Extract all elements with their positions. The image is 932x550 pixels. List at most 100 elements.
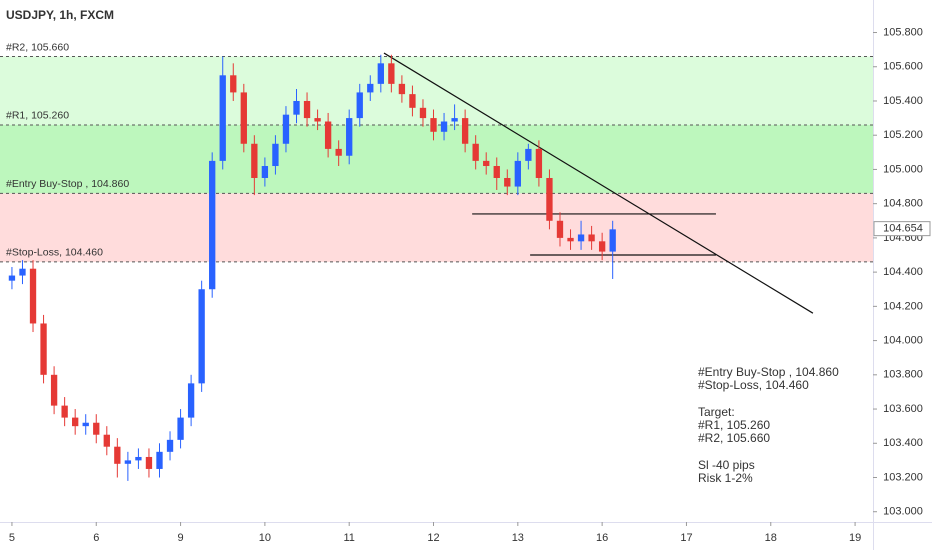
- candle-body: [388, 63, 395, 84]
- candle-body: [535, 148, 543, 178]
- candle-body: [82, 422, 89, 427]
- candle-body: [61, 405, 68, 418]
- candle-body: [577, 234, 585, 242]
- candle-body: [50, 374, 58, 406]
- x-tick-label: 11: [343, 532, 354, 544]
- candle-body: [240, 92, 247, 144]
- candle-body: [145, 456, 153, 469]
- x-tick-label: 9: [178, 532, 184, 544]
- candle-body: [40, 323, 47, 375]
- candle-body: [261, 166, 269, 178]
- candle-body: [282, 114, 290, 144]
- y-tick-label: 103.400: [883, 437, 923, 449]
- candle-body: [19, 268, 26, 276]
- price-zone: [0, 124, 873, 194]
- x-tick-label: 18: [765, 532, 777, 544]
- candle-body: [546, 177, 553, 221]
- candle-body: [72, 417, 79, 427]
- candle-body: [93, 422, 100, 435]
- candle-body: [314, 118, 321, 122]
- note-text: #Stop-Loss, 104.460: [698, 378, 809, 392]
- candle-body: [556, 220, 564, 238]
- candle-body: [377, 63, 384, 84]
- candle-body: [504, 177, 511, 187]
- note-text: #R1, 105.260: [698, 418, 770, 432]
- candle-body: [588, 234, 595, 242]
- candle-body: [598, 241, 606, 252]
- level-label: #R1, 105.260: [6, 110, 69, 122]
- candle-body: [103, 434, 110, 447]
- candle-body: [367, 83, 374, 93]
- candle-body: [514, 160, 521, 187]
- level-label: #Stop-Loss, 104.460: [6, 247, 103, 259]
- note-text: Target:: [698, 405, 735, 419]
- candle-body: [525, 148, 532, 161]
- candle-body: [472, 143, 479, 161]
- candle-body: [430, 118, 437, 132]
- note-text: #R2, 105.660: [698, 431, 770, 445]
- candle-body: [166, 439, 174, 452]
- candle-body: [293, 100, 300, 115]
- candle-body: [335, 148, 342, 156]
- candle-body: [272, 143, 279, 167]
- x-tick-label: 10: [259, 532, 271, 544]
- last-price-label: 104.654: [883, 223, 923, 235]
- y-tick-label: 103.000: [883, 506, 923, 518]
- y-tick-label: 105.400: [883, 95, 923, 107]
- note-text: #Entry Buy-Stop , 104.860: [698, 365, 839, 379]
- candle-body: [209, 160, 216, 290]
- candle-body: [8, 275, 16, 281]
- level-label: #Entry Buy-Stop , 104.860: [6, 178, 129, 190]
- y-tick-label: 105.800: [883, 26, 923, 38]
- candle-body: [356, 92, 363, 119]
- y-tick-label: 104.000: [883, 334, 923, 346]
- candle-body: [398, 83, 406, 95]
- x-tick-label: 5: [9, 532, 15, 544]
- candle-body: [198, 289, 205, 384]
- candle-body: [346, 118, 353, 156]
- y-tick-label: 103.600: [883, 403, 923, 415]
- x-tick-label: 19: [849, 532, 861, 544]
- x-tick-label: 13: [512, 532, 524, 544]
- y-tick-label: 103.800: [883, 369, 923, 381]
- level-label: #R2, 105.660: [6, 41, 69, 53]
- y-tick-label: 105.600: [883, 61, 923, 73]
- candle-body: [219, 75, 226, 161]
- candle-body: [567, 237, 574, 242]
- x-tick-label: 16: [596, 532, 608, 544]
- x-tick-label: 6: [93, 532, 99, 544]
- candle-body: [114, 446, 121, 464]
- candle-body: [177, 417, 184, 440]
- candle-body: [451, 118, 458, 122]
- candle-body: [440, 121, 448, 132]
- candle-body: [419, 107, 427, 119]
- candle-body: [324, 121, 332, 149]
- candle-body: [609, 229, 616, 252]
- trend-line: [383, 52, 814, 314]
- candle-body: [124, 460, 132, 464]
- candle-body: [483, 160, 490, 167]
- x-tick-label: 12: [427, 532, 439, 544]
- chart-title: USDJPY, 1h, FXCM: [6, 8, 114, 22]
- note-text: Sl -40 pips: [698, 458, 755, 472]
- price-zone: [0, 193, 873, 262]
- candle-body: [187, 383, 195, 418]
- candle-body: [251, 143, 258, 178]
- price-zone: [0, 56, 873, 125]
- candle-body: [409, 94, 416, 108]
- candle-body: [135, 456, 142, 461]
- x-tick-label: 17: [680, 532, 692, 544]
- note-text: Risk 1-2%: [698, 471, 753, 485]
- y-tick-label: 104.800: [883, 198, 923, 210]
- y-tick-label: 105.200: [883, 129, 923, 141]
- candle-body: [156, 451, 163, 469]
- last-price-box: [873, 221, 931, 237]
- candle-body: [29, 268, 37, 324]
- candle-body: [230, 75, 237, 93]
- y-tick-label: 104.200: [883, 300, 923, 312]
- y-tick-label: 105.000: [883, 163, 923, 175]
- candle-body: [461, 118, 469, 144]
- candle-body: [303, 100, 311, 119]
- candle-body: [493, 166, 500, 178]
